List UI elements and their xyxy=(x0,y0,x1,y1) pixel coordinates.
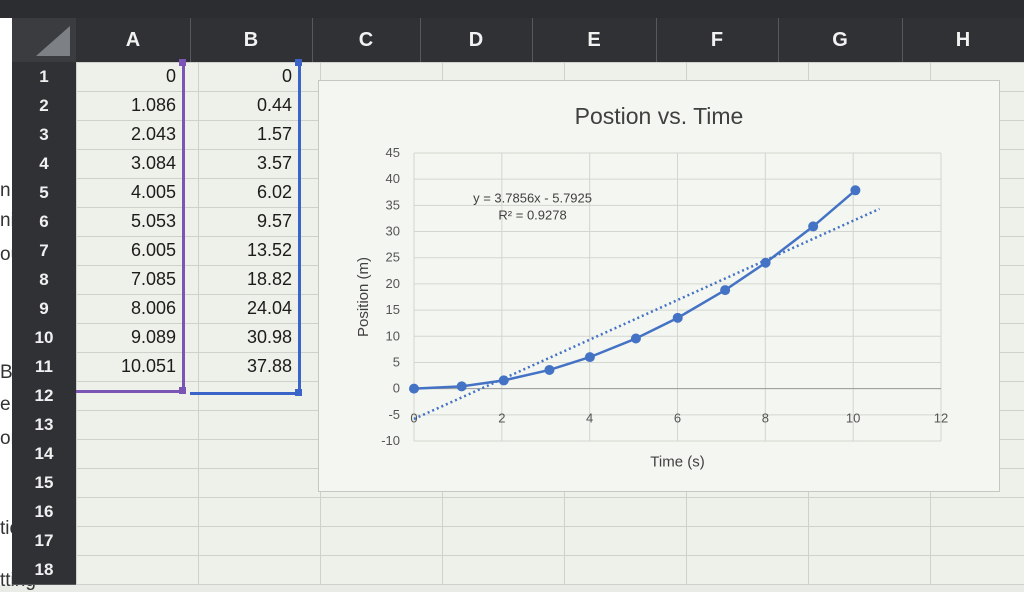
row-header-13[interactable]: 13 xyxy=(12,410,76,440)
selection-handle[interactable] xyxy=(179,387,186,394)
y-tick-label: 40 xyxy=(386,171,400,186)
selection-handle[interactable] xyxy=(295,389,302,396)
cell-b7[interactable]: 13.52 xyxy=(246,240,292,260)
series-line xyxy=(413,189,857,390)
y-tick-label: 20 xyxy=(386,276,400,291)
row-header-8[interactable]: 8 xyxy=(12,265,76,295)
window-top-bar xyxy=(0,0,1024,18)
selection-range-column-a xyxy=(76,62,185,390)
edge-fragment: n xyxy=(0,180,11,201)
cell-b11[interactable]: 37.88 xyxy=(246,356,292,376)
left-panel-edge: n nis ou Bla e l on t tion tting xyxy=(0,18,36,591)
y-tick-label: 25 xyxy=(386,250,400,265)
cell-a1[interactable]: 0 xyxy=(165,66,176,86)
data-point xyxy=(808,221,819,232)
trendline-r2-label: R² = 0.9278 xyxy=(498,208,566,223)
data-point xyxy=(544,364,555,375)
column-header-b[interactable]: B xyxy=(190,18,313,62)
y-tick-label: 45 xyxy=(386,145,400,160)
row-header-5[interactable]: 5 xyxy=(12,178,76,208)
trendline xyxy=(413,207,881,421)
row-header-11[interactable]: 11 xyxy=(12,352,76,382)
cell-b10[interactable]: 30.98 xyxy=(246,327,292,347)
cell-b8[interactable]: 18.82 xyxy=(246,269,292,289)
row-header-6[interactable]: 6 xyxy=(12,207,76,237)
cell-a3[interactable]: 2.043 xyxy=(130,124,176,144)
data-point xyxy=(720,285,731,296)
cell-a4[interactable]: 3.084 xyxy=(130,153,176,173)
row-header-18[interactable]: 18 xyxy=(12,555,76,585)
selection-range-column-b xyxy=(190,62,301,395)
data-point xyxy=(672,312,683,323)
cell-a11[interactable]: 10.051 xyxy=(120,356,176,376)
cell-a8[interactable]: 7.085 xyxy=(130,269,176,289)
cell-b2[interactable]: 0.44 xyxy=(256,95,292,115)
trendline-equation-label: y = 3.7856x - 5.7925 xyxy=(473,191,592,206)
chart-area[interactable]: Postion vs. Time -10 -5 0 5 10 15 20 25 30 35 40 45… xyxy=(318,80,1000,492)
data-point xyxy=(456,381,467,392)
x-tick-label: 8 xyxy=(762,411,769,426)
column-header-f[interactable]: F xyxy=(656,18,779,62)
row-header-9[interactable]: 9 xyxy=(12,294,76,324)
selection-range-column-a-bottom xyxy=(76,390,185,393)
x-tick-label: 12 xyxy=(934,411,948,426)
column-header-e[interactable]: E xyxy=(532,18,657,62)
cell-a6[interactable]: 5.053 xyxy=(130,211,176,231)
row-header-16[interactable]: 16 xyxy=(12,497,76,527)
data-point xyxy=(409,383,419,394)
cell-b3[interactable]: 1.57 xyxy=(256,124,292,144)
y-tick-label: 35 xyxy=(386,197,400,212)
cell-b6[interactable]: 9.57 xyxy=(256,211,292,231)
column-header-g[interactable]: G xyxy=(778,18,903,62)
row-header-10[interactable]: 10 xyxy=(12,323,76,353)
column-header-h[interactable]: H xyxy=(902,18,1024,62)
x-tick-label: 10 xyxy=(846,411,860,426)
data-point xyxy=(584,352,595,363)
row-header-1[interactable]: 1 xyxy=(12,62,76,92)
row-header-12[interactable]: 12 xyxy=(12,381,76,411)
cell-b4[interactable]: 3.57 xyxy=(256,153,292,173)
cell-b9[interactable]: 24.04 xyxy=(246,298,292,318)
x-tick-label: 6 xyxy=(674,411,681,426)
row-header-4[interactable]: 4 xyxy=(12,149,76,179)
data-point xyxy=(760,257,771,268)
data-point xyxy=(850,185,861,196)
row-header-7[interactable]: 7 xyxy=(12,236,76,266)
selection-handle[interactable] xyxy=(179,59,186,66)
column-header-d[interactable]: D xyxy=(420,18,533,62)
y-tick-label: 10 xyxy=(386,328,400,343)
row-header-14[interactable]: 14 xyxy=(12,439,76,469)
data-point xyxy=(630,333,641,344)
row-header-3[interactable]: 3 xyxy=(12,120,76,150)
column-header-c[interactable]: C xyxy=(312,18,421,62)
chart-title: Postion vs. Time xyxy=(574,103,744,129)
row-header-2[interactable]: 2 xyxy=(12,91,76,121)
cell-a7[interactable]: 6.005 xyxy=(130,240,176,260)
cell-b5[interactable]: 6.02 xyxy=(256,182,292,202)
column-header-row xyxy=(12,18,1024,62)
y-tick-label: 5 xyxy=(393,354,400,369)
y-tick-label: 30 xyxy=(386,224,400,239)
cell-a5[interactable]: 4.005 xyxy=(130,182,176,202)
x-axis-title: Time (s) xyxy=(650,454,704,471)
y-axis-title: Position (m) xyxy=(355,257,372,337)
y-tick-label: -5 xyxy=(388,407,400,422)
selection-handle[interactable] xyxy=(295,59,302,66)
cell-a2[interactable]: 1.086 xyxy=(130,95,176,115)
cell-b1[interactable]: 0 xyxy=(281,66,292,86)
data-point xyxy=(498,375,509,386)
cell-a10[interactable]: 9.089 xyxy=(130,327,176,347)
select-all-triangle-icon xyxy=(36,26,70,56)
cell-a9[interactable]: 8.006 xyxy=(130,298,176,318)
row-header-17[interactable]: 17 xyxy=(12,526,76,556)
column-header-a[interactable]: A xyxy=(76,18,191,62)
x-tick-label: 4 xyxy=(586,411,593,426)
x-tick-label: 2 xyxy=(498,411,505,426)
y-tick-label: 0 xyxy=(393,381,400,396)
y-tick-label: 15 xyxy=(386,302,400,317)
row-header-15[interactable]: 15 xyxy=(12,468,76,498)
y-tick-label: -10 xyxy=(381,433,400,448)
